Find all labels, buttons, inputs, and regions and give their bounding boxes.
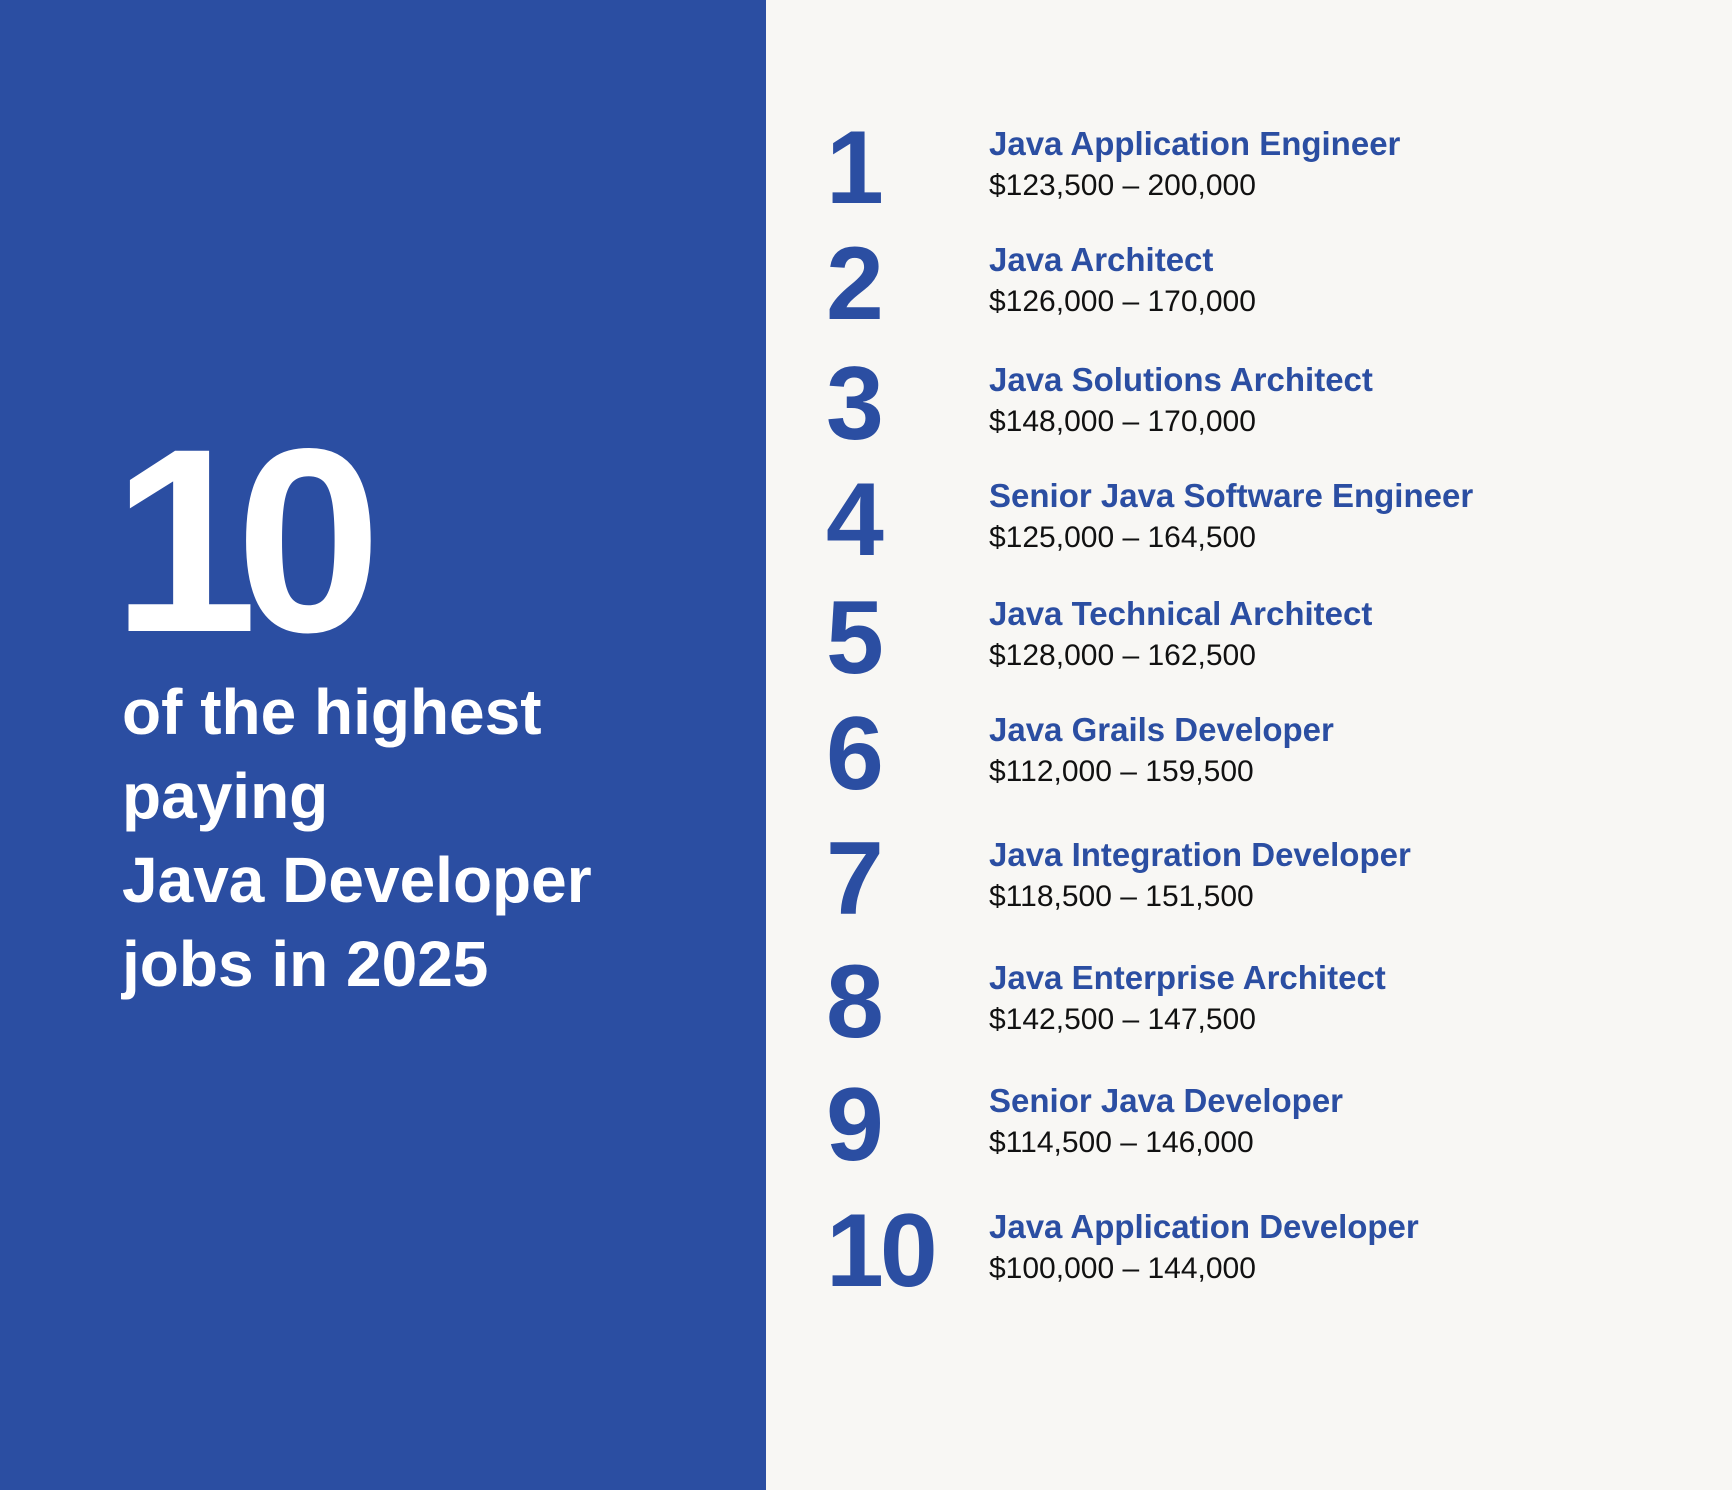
jobs-panel: 1 Java Application Engineer $123,500 – 2… [766,0,1732,1490]
job-rank: 9 [826,1067,884,1183]
job-salary: $123,500 – 200,000 [989,169,1256,202]
hero-headline-line-3: Java Developer [122,844,592,916]
hero-headline-line-1: of the highest [122,676,542,748]
list-item: 6 Java Grails Developer $112,000 – 159,5… [766,702,1732,812]
job-info: Senior Java Software Engineer $125,000 –… [989,476,1709,558]
job-salary: $148,000 – 170,000 [989,405,1256,438]
list-item: 7 Java Integration Developer $118,500 – … [766,827,1732,937]
hero-headline-line-2: paying [122,760,329,832]
job-info: Java Enterprise Architect $142,500 – 147… [989,958,1709,1040]
hero-panel: 10 of the highest paying Java Developer … [0,0,766,1490]
job-info: Senior Java Developer $114,500 – 146,000 [989,1081,1709,1163]
list-item: 8 Java Enterprise Architect $142,500 – 1… [766,950,1732,1060]
job-info: Java Integration Developer $118,500 – 15… [989,835,1709,917]
job-rank: 10 [826,1193,938,1309]
job-info: Java Application Developer $100,000 – 14… [989,1207,1709,1289]
job-rank: 2 [826,226,884,342]
list-item: 10 Java Application Developer $100,000 –… [766,1199,1732,1309]
list-item: 4 Senior Java Software Engineer $125,000… [766,468,1732,578]
job-rank: 7 [826,821,884,937]
job-rank: 3 [826,346,884,462]
job-title: Java Grails Developer [989,711,1334,748]
list-item: 1 Java Application Engineer $123,500 – 2… [766,116,1732,226]
job-title: Java Solutions Architect [989,361,1373,398]
job-info: Java Solutions Architect $148,000 – 170,… [989,360,1709,442]
job-rank: 1 [826,110,884,226]
job-title: Senior Java Developer [989,1082,1344,1119]
list-item: 5 Java Technical Architect $128,000 – 16… [766,586,1732,696]
job-rank: 5 [826,580,884,696]
job-rank: 8 [826,944,884,1060]
job-info: Java Application Engineer $123,500 – 200… [989,124,1709,206]
jobs-list: 1 Java Application Engineer $123,500 – 2… [766,0,1732,1490]
job-title: Java Technical Architect [989,595,1373,632]
job-rank: 4 [826,462,884,578]
hero-headline: of the highest paying Java Developer job… [122,670,742,1006]
job-info: Java Architect $126,000 – 170,000 [989,240,1709,322]
job-title: Java Application Engineer [989,125,1401,162]
job-rank: 6 [826,696,884,812]
job-title: Java Application Developer [989,1208,1419,1245]
job-salary: $125,000 – 164,500 [989,521,1256,554]
job-salary: $128,000 – 162,500 [989,639,1256,672]
job-title: Senior Java Software Engineer [989,477,1474,514]
job-info: Java Grails Developer $112,000 – 159,500 [989,710,1709,792]
job-salary: $114,500 – 146,000 [989,1126,1254,1159]
job-salary: $112,000 – 159,500 [989,755,1254,788]
job-title: Java Architect [989,241,1214,278]
job-title: Java Integration Developer [989,836,1411,873]
job-salary: $118,500 – 151,500 [989,880,1254,913]
hero-count: 10 [112,394,381,687]
list-item: 9 Senior Java Developer $114,500 – 146,0… [766,1073,1732,1183]
list-item: 3 Java Solutions Architect $148,000 – 17… [766,352,1732,462]
job-title: Java Enterprise Architect [989,959,1386,996]
job-info: Java Technical Architect $128,000 – 162,… [989,594,1709,676]
job-salary: $142,500 – 147,500 [989,1003,1256,1036]
job-salary: $100,000 – 144,000 [989,1252,1256,1285]
list-item: 2 Java Architect $126,000 – 170,000 [766,232,1732,342]
job-salary: $126,000 – 170,000 [989,285,1256,318]
hero-headline-line-4: jobs in 2025 [122,928,489,1000]
